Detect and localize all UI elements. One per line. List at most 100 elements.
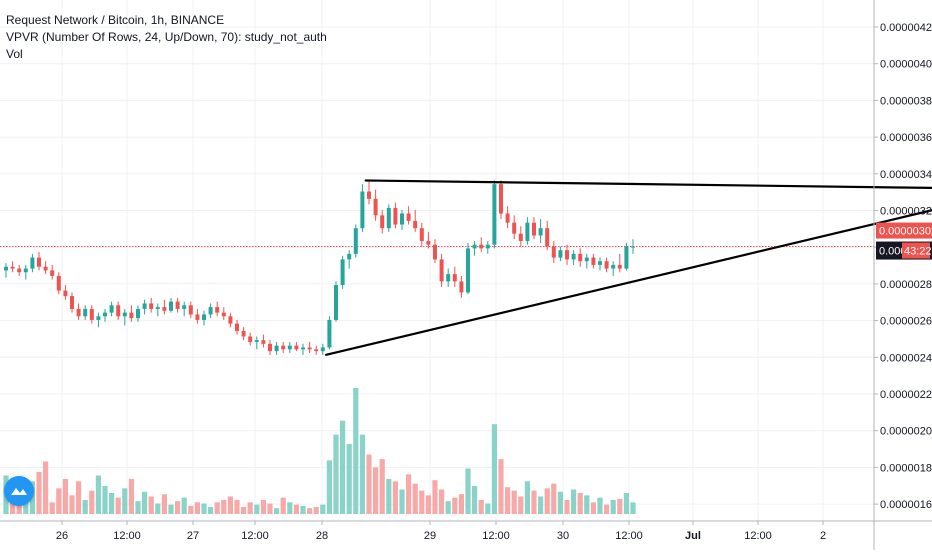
candle-body <box>136 308 140 319</box>
candle-body <box>202 314 206 320</box>
candle-body <box>116 305 121 317</box>
candle-body <box>241 330 246 337</box>
candle-body <box>545 228 550 247</box>
volume-bar <box>82 500 88 514</box>
volume-bar <box>214 502 220 514</box>
candle-body <box>169 301 173 311</box>
volume-bar <box>551 483 557 514</box>
volume-bar <box>485 503 491 514</box>
volume-bar <box>135 501 141 514</box>
volume-bar <box>175 501 181 514</box>
candle-body <box>10 266 15 269</box>
candle-body <box>452 274 457 282</box>
candle-body <box>281 345 286 350</box>
volume-bar <box>287 502 293 514</box>
volume-bar <box>194 502 200 514</box>
trendline-resistance <box>364 179 932 190</box>
candle-body <box>439 259 444 282</box>
candle-body <box>499 184 503 214</box>
candle-body <box>538 228 543 236</box>
volume-bar <box>366 454 372 514</box>
candle-body <box>195 314 200 320</box>
volume-bar <box>630 502 636 514</box>
volume-bar <box>590 502 596 514</box>
candle-body <box>149 303 154 309</box>
volume-bar <box>128 479 134 514</box>
volume-bar <box>234 500 240 514</box>
volume-bar <box>386 479 392 514</box>
candle-body <box>103 312 107 317</box>
candle-body <box>208 307 213 315</box>
candle-body <box>142 303 147 309</box>
candle-body <box>287 345 292 350</box>
volume-bar <box>109 493 115 514</box>
candle-body <box>433 244 437 260</box>
volume-bar <box>617 498 623 514</box>
volume-bar <box>260 500 266 514</box>
volume-bar <box>293 504 299 514</box>
volume-bar <box>227 496 233 514</box>
candle-body <box>492 184 497 245</box>
chart-title: Request Network / Bitcoin, 1h, BINANCE <box>6 13 225 27</box>
volume-bar <box>498 459 504 514</box>
candle-body <box>624 246 629 269</box>
volume-bar <box>69 495 75 514</box>
countdown-badge-bg <box>902 242 930 259</box>
volume-bar <box>406 474 412 514</box>
candle-body <box>353 228 358 254</box>
candle-body <box>188 305 193 315</box>
candle-body <box>294 345 299 350</box>
volume-bar <box>142 491 148 514</box>
candle-body <box>122 312 127 317</box>
candle-body <box>532 222 536 236</box>
candle-body <box>301 347 305 350</box>
volume-bar <box>43 461 49 514</box>
volume-bar <box>584 495 590 514</box>
candle-body <box>419 228 424 242</box>
trendlines[interactable] <box>325 179 932 356</box>
candle-body <box>37 257 41 267</box>
x-tick-label: 28 <box>316 530 328 542</box>
last-price-badge-bg <box>876 222 932 239</box>
indicator-vol[interactable]: Vol <box>6 47 23 61</box>
volume-bar <box>280 497 286 514</box>
current-price-badge-label: 0.00000 <box>879 246 919 258</box>
candle-body <box>551 246 556 258</box>
candle-body <box>155 307 160 309</box>
volume-bar <box>56 488 62 514</box>
volume-bar <box>538 496 544 514</box>
volume-bar <box>307 508 313 514</box>
candle-body <box>386 208 391 229</box>
last-price-badge-label: 0.00000302 <box>879 226 932 238</box>
x-tick-label: 12:00 <box>482 530 510 542</box>
volume-bar <box>577 493 583 514</box>
candle-body <box>578 253 583 262</box>
candle-body <box>307 347 312 350</box>
volume-bar <box>439 489 445 514</box>
volume-bar <box>241 507 247 514</box>
volume-bar <box>419 490 425 514</box>
candle-body <box>367 191 371 199</box>
x-tick-label: 12:00 <box>615 530 643 542</box>
y-tick-label: 0.00000160 <box>880 499 932 511</box>
candle-body <box>109 305 114 313</box>
volume-bar <box>36 472 42 514</box>
candle-body <box>558 250 563 258</box>
volume-bar <box>274 508 280 514</box>
volume-bar <box>313 507 319 514</box>
tradingview-logo-icon[interactable] <box>4 476 34 506</box>
volume-bar <box>148 496 154 514</box>
chart-legend: Request Network / Bitcoin, 1h, BINANCE V… <box>6 12 327 63</box>
candle-body <box>525 222 530 242</box>
candle-body <box>248 336 253 342</box>
indicator-vpvr[interactable]: VPVR (Number Of Rows, 24, Up/Down, 70): … <box>6 30 327 44</box>
candlesticks <box>4 180 635 355</box>
